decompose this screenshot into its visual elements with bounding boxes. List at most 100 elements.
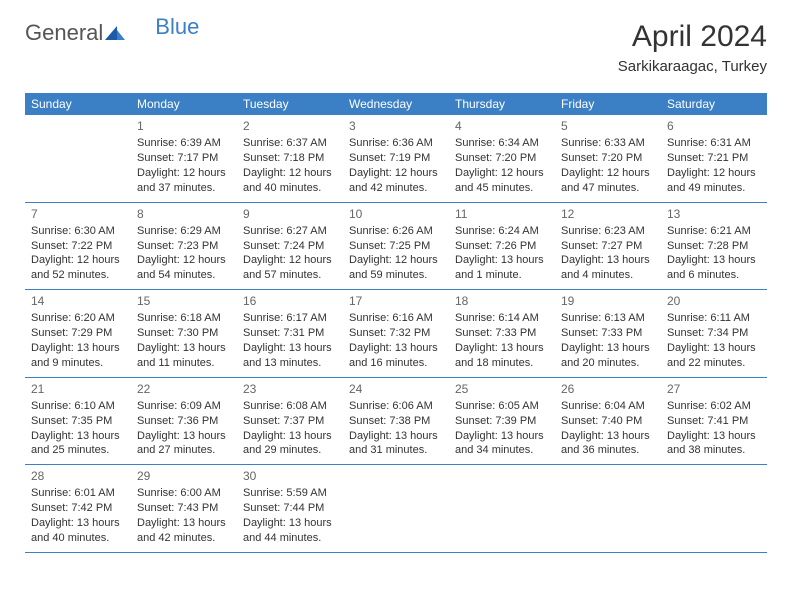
daylight-text: Daylight: 13 hours and 13 minutes. (243, 341, 337, 371)
day-number: 23 (243, 381, 337, 397)
sunrise-text: Sunrise: 6:11 AM (667, 311, 761, 326)
sunset-text: Sunset: 7:44 PM (243, 501, 337, 516)
sunrise-text: Sunrise: 5:59 AM (243, 486, 337, 501)
sunrise-text: Sunrise: 6:06 AM (349, 399, 443, 414)
day-cell: 24Sunrise: 6:06 AMSunset: 7:38 PMDayligh… (343, 378, 449, 465)
sunrise-text: Sunrise: 6:08 AM (243, 399, 337, 414)
daylight-text: Daylight: 13 hours and 25 minutes. (31, 429, 125, 459)
day-header-cell: Saturday (661, 93, 767, 115)
sunset-text: Sunset: 7:21 PM (667, 151, 761, 166)
day-cell: 23Sunrise: 6:08 AMSunset: 7:37 PMDayligh… (237, 378, 343, 465)
logo: General Blue (25, 20, 199, 46)
sunset-text: Sunset: 7:40 PM (561, 414, 655, 429)
day-number: 11 (455, 206, 549, 222)
day-number: 9 (243, 206, 337, 222)
day-number: 14 (31, 293, 125, 309)
day-number: 29 (137, 468, 231, 484)
day-number: 15 (137, 293, 231, 309)
day-cell: 28Sunrise: 6:01 AMSunset: 7:42 PMDayligh… (25, 465, 131, 552)
sunrise-text: Sunrise: 6:05 AM (455, 399, 549, 414)
sunset-text: Sunset: 7:37 PM (243, 414, 337, 429)
day-number: 1 (137, 118, 231, 134)
daylight-text: Daylight: 12 hours and 45 minutes. (455, 166, 549, 196)
day-cell: 27Sunrise: 6:02 AMSunset: 7:41 PMDayligh… (661, 378, 767, 465)
sunset-text: Sunset: 7:43 PM (137, 501, 231, 516)
day-number: 21 (31, 381, 125, 397)
week-row: 28Sunrise: 6:01 AMSunset: 7:42 PMDayligh… (25, 465, 767, 553)
day-header-cell: Wednesday (343, 93, 449, 115)
daylight-text: Daylight: 12 hours and 52 minutes. (31, 253, 125, 283)
logo-triangle-icon (105, 20, 125, 46)
day-number: 3 (349, 118, 443, 134)
day-cell: 10Sunrise: 6:26 AMSunset: 7:25 PMDayligh… (343, 203, 449, 290)
day-cell: 20Sunrise: 6:11 AMSunset: 7:34 PMDayligh… (661, 290, 767, 377)
sunset-text: Sunset: 7:24 PM (243, 239, 337, 254)
sunrise-text: Sunrise: 6:29 AM (137, 224, 231, 239)
empty-cell (555, 465, 661, 552)
day-header-cell: Friday (555, 93, 661, 115)
empty-cell (661, 465, 767, 552)
sunset-text: Sunset: 7:35 PM (31, 414, 125, 429)
day-header-cell: Thursday (449, 93, 555, 115)
sunset-text: Sunset: 7:19 PM (349, 151, 443, 166)
month-title: April 2024 (618, 20, 767, 54)
sunset-text: Sunset: 7:22 PM (31, 239, 125, 254)
sunrise-text: Sunrise: 6:18 AM (137, 311, 231, 326)
day-cell: 3Sunrise: 6:36 AMSunset: 7:19 PMDaylight… (343, 115, 449, 202)
sunrise-text: Sunrise: 6:13 AM (561, 311, 655, 326)
day-number: 26 (561, 381, 655, 397)
daylight-text: Daylight: 13 hours and 18 minutes. (455, 341, 549, 371)
day-number: 7 (31, 206, 125, 222)
day-number: 25 (455, 381, 549, 397)
day-number: 20 (667, 293, 761, 309)
sunrise-text: Sunrise: 6:27 AM (243, 224, 337, 239)
daylight-text: Daylight: 12 hours and 40 minutes. (243, 166, 337, 196)
day-number: 4 (455, 118, 549, 134)
sunset-text: Sunset: 7:23 PM (137, 239, 231, 254)
week-row: 14Sunrise: 6:20 AMSunset: 7:29 PMDayligh… (25, 290, 767, 378)
sunrise-text: Sunrise: 6:37 AM (243, 136, 337, 151)
sunrise-text: Sunrise: 6:30 AM (31, 224, 125, 239)
sunset-text: Sunset: 7:34 PM (667, 326, 761, 341)
day-cell: 12Sunrise: 6:23 AMSunset: 7:27 PMDayligh… (555, 203, 661, 290)
sunset-text: Sunset: 7:20 PM (455, 151, 549, 166)
day-cell: 22Sunrise: 6:09 AMSunset: 7:36 PMDayligh… (131, 378, 237, 465)
day-cell: 30Sunrise: 5:59 AMSunset: 7:44 PMDayligh… (237, 465, 343, 552)
sunrise-text: Sunrise: 6:33 AM (561, 136, 655, 151)
daylight-text: Daylight: 12 hours and 49 minutes. (667, 166, 761, 196)
calendar: SundayMondayTuesdayWednesdayThursdayFrid… (25, 93, 767, 553)
week-row: 1Sunrise: 6:39 AMSunset: 7:17 PMDaylight… (25, 115, 767, 203)
day-number: 22 (137, 381, 231, 397)
day-cell: 18Sunrise: 6:14 AMSunset: 7:33 PMDayligh… (449, 290, 555, 377)
sunset-text: Sunset: 7:20 PM (561, 151, 655, 166)
sunset-text: Sunset: 7:18 PM (243, 151, 337, 166)
daylight-text: Daylight: 13 hours and 34 minutes. (455, 429, 549, 459)
empty-cell (25, 115, 131, 202)
sunset-text: Sunset: 7:25 PM (349, 239, 443, 254)
sunrise-text: Sunrise: 6:02 AM (667, 399, 761, 414)
daylight-text: Daylight: 13 hours and 16 minutes. (349, 341, 443, 371)
day-number: 12 (561, 206, 655, 222)
day-header-cell: Tuesday (237, 93, 343, 115)
daylight-text: Daylight: 12 hours and 54 minutes. (137, 253, 231, 283)
day-number: 16 (243, 293, 337, 309)
sunset-text: Sunset: 7:41 PM (667, 414, 761, 429)
daylight-text: Daylight: 13 hours and 44 minutes. (243, 516, 337, 546)
daylight-text: Daylight: 13 hours and 6 minutes. (667, 253, 761, 283)
daylight-text: Daylight: 13 hours and 1 minute. (455, 253, 549, 283)
daylight-text: Daylight: 12 hours and 37 minutes. (137, 166, 231, 196)
daylight-text: Daylight: 13 hours and 9 minutes. (31, 341, 125, 371)
empty-cell (343, 465, 449, 552)
day-cell: 1Sunrise: 6:39 AMSunset: 7:17 PMDaylight… (131, 115, 237, 202)
day-cell: 7 Sunrise: 6:30 AMSunset: 7:22 PMDaylight… (25, 203, 131, 290)
sunset-text: Sunset: 7:36 PM (137, 414, 231, 429)
day-number: 2 (243, 118, 337, 134)
day-cell: 25Sunrise: 6:05 AMSunset: 7:39 PMDayligh… (449, 378, 555, 465)
day-number: 18 (455, 293, 549, 309)
sunset-text: Sunset: 7:32 PM (349, 326, 443, 341)
logo-text-general: General (25, 20, 103, 46)
daylight-text: Daylight: 13 hours and 27 minutes. (137, 429, 231, 459)
sunrise-text: Sunrise: 6:26 AM (349, 224, 443, 239)
daylight-text: Daylight: 12 hours and 42 minutes. (349, 166, 443, 196)
week-row: 21Sunrise: 6:10 AMSunset: 7:35 PMDayligh… (25, 378, 767, 466)
